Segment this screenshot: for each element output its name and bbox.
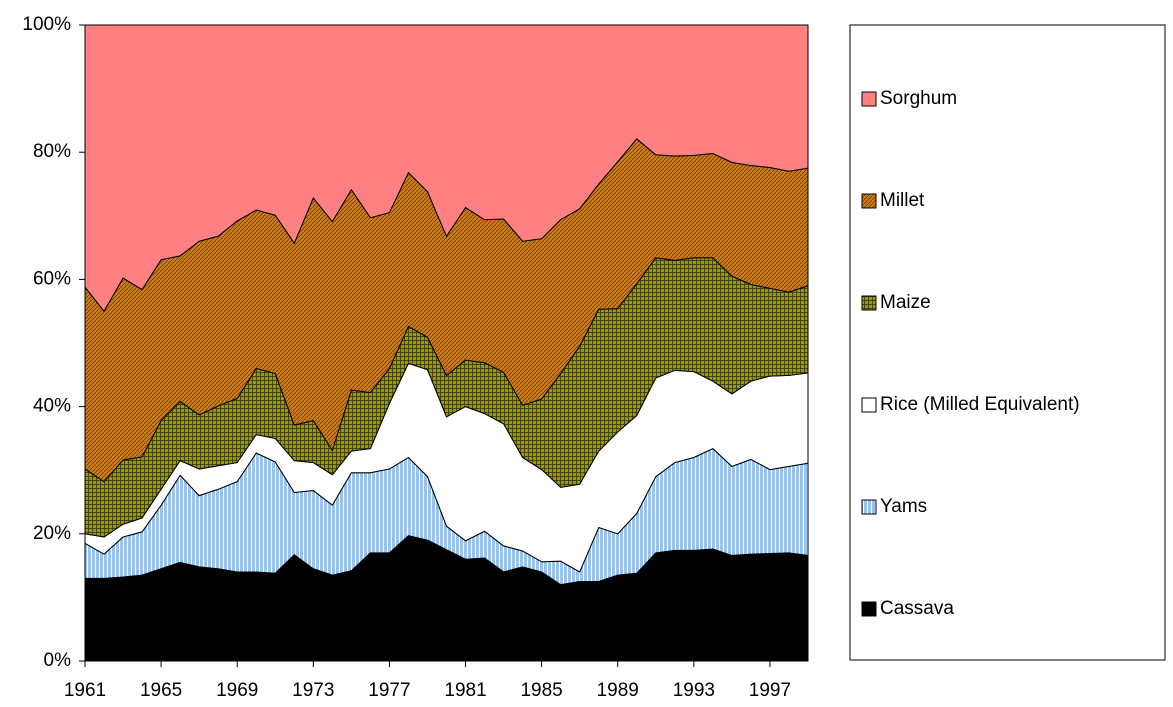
y-tick-label: 80%	[33, 141, 71, 162]
x-tick-label: 1969	[216, 680, 258, 701]
y-tick-label: 60%	[33, 268, 71, 289]
x-tick-label: 1977	[368, 680, 410, 701]
x-tick-label: 1965	[140, 680, 182, 701]
legend-box	[849, 24, 1166, 661]
legend-swatch	[861, 499, 877, 515]
legend-label: Yams	[880, 496, 927, 517]
x-tick-label: 1993	[673, 680, 715, 701]
y-tick-label: 20%	[33, 523, 71, 544]
x-tick-label: 1973	[292, 680, 334, 701]
legend-swatch	[861, 193, 877, 209]
legend-label: Maize	[880, 292, 931, 313]
x-tick-label: 1981	[444, 680, 486, 701]
y-tick-label: 40%	[33, 396, 71, 417]
x-tick-label: 1997	[749, 680, 791, 701]
legend-swatch	[861, 397, 877, 413]
y-tick-label: 0%	[44, 650, 72, 671]
area	[84, 24, 809, 313]
legend-swatch	[861, 295, 877, 311]
legend-swatch	[861, 601, 877, 617]
legend-swatch	[861, 91, 877, 107]
legend-label: Sorghum	[880, 88, 957, 109]
x-tick-label: 1961	[64, 680, 106, 701]
x-tick-label: 1989	[597, 680, 639, 701]
x-tick-label: 1985	[520, 680, 562, 701]
y-tick-label: 100%	[22, 14, 71, 35]
legend-label: Millet	[880, 190, 925, 211]
legend-label: Rice (Milled Equivalent)	[880, 394, 1080, 415]
legend-label: Cassava	[880, 598, 954, 619]
